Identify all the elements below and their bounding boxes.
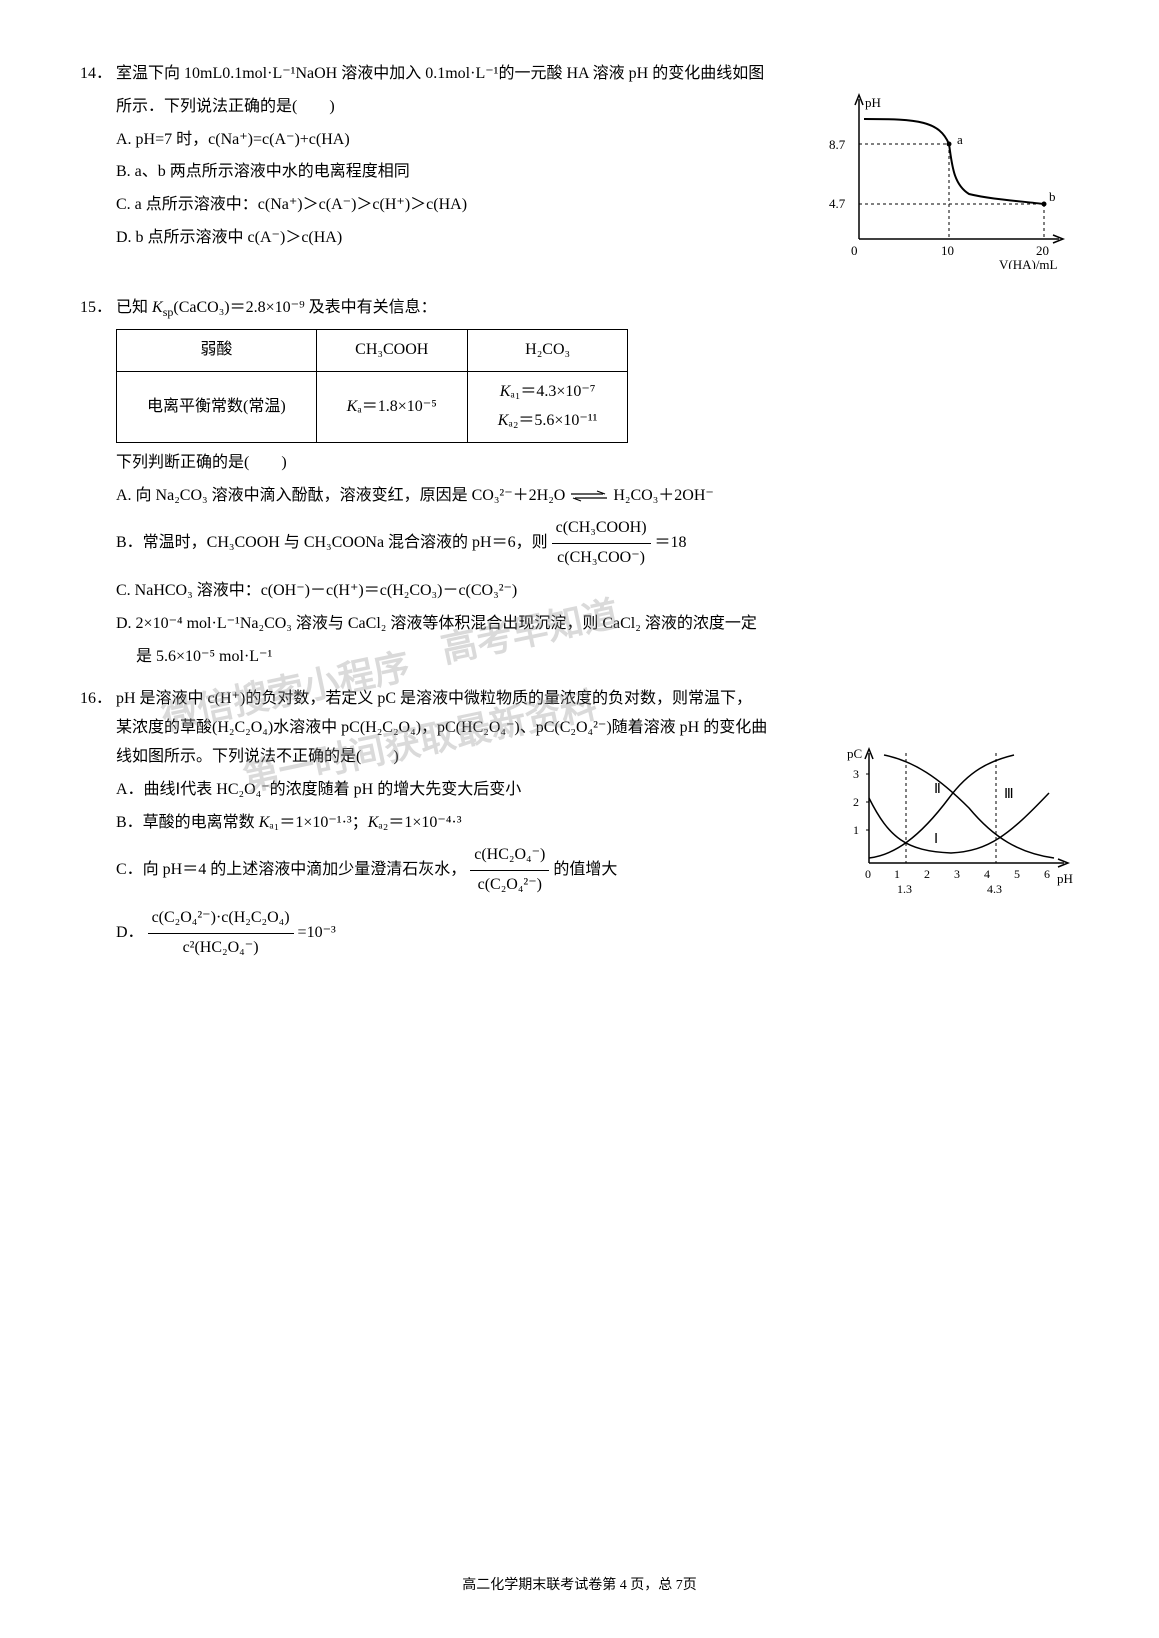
svg-text:V(HA)/mL: V(HA)/mL: [999, 257, 1058, 269]
svg-text:2: 2: [853, 795, 859, 809]
svg-text:b: b: [1049, 189, 1056, 204]
table-ka-ch3cooh: Kₐ＝1.8×10⁻⁵: [316, 372, 467, 443]
svg-text:1: 1: [853, 823, 859, 837]
q15-option-c: C. NaHCO₃ 溶液中：c(OH⁻)－c(H⁺)＝c(H₂CO₃)－c(CO…: [80, 577, 1079, 606]
q16-option-b: B．草酸的电离常数 Kₐ₁＝1×10⁻¹·³；Kₐ₂＝1×10⁻⁴·³: [80, 809, 819, 838]
q16-option-c: C．向 pH＝4 的上述溶液中滴加少量澄清石灰水， c(HC₂O₄⁻) c(C₂…: [80, 841, 819, 900]
svg-text:pH: pH: [865, 95, 881, 110]
q15-stem-line2: 下列判断正确的是( ): [80, 449, 1079, 478]
acid-constants-table: 弱酸 CH₃COOH H₂CO₃ 电离平衡常数(常温) Kₐ＝1.8×10⁻⁵ …: [116, 329, 628, 442]
q15-number: 15．: [80, 294, 116, 323]
q14-option-c: C. a 点所示溶液中：c(Na⁺)＞c(A⁻)＞c(H⁺)＞c(HA): [80, 191, 799, 220]
q16-number: 16．: [80, 685, 116, 714]
svg-text:20: 20: [1036, 243, 1049, 258]
svg-text:6: 6: [1044, 867, 1050, 881]
question-16: 16． pH 是溶液中 c(H⁺)的负对数，若定义 pC 是溶液中微粒物质的量浓…: [80, 685, 1079, 966]
q15-stem-line1: 已知 Ksp(CaCO₃)＝2.8×10⁻⁹ 及表中有关信息：: [116, 294, 437, 324]
q14-graph: a b pH 8.7 4.7 0 10 20 V(HA)/mL: [819, 89, 1079, 280]
svg-text:4: 4: [984, 867, 990, 881]
q14-stem-line1: 室温下向 10mL0.1mol·L⁻¹NaOH 溶液中加入 0.1mol·L⁻¹…: [116, 60, 764, 89]
q15-option-d-line1: D. 2×10⁻⁴ mol·L⁻¹Na₂CO₃ 溶液与 CaCl₂ 溶液等体积混…: [80, 610, 1079, 639]
table-header-ch3cooh: CH₃COOH: [316, 330, 467, 372]
q16-stem-line1: pH 是溶液中 c(H⁺)的负对数，若定义 pC 是溶液中微粒物质的量浓度的负对…: [116, 685, 752, 714]
svg-text:Ⅰ: Ⅰ: [934, 832, 938, 847]
svg-text:0: 0: [851, 243, 858, 258]
q14-option-a: A. pH=7 时，c(Na⁺)=c(A⁻)+c(HA): [80, 126, 799, 155]
page-footer: 高二化学期末联考试卷第 4 页，总 7页: [0, 1573, 1159, 1598]
q14-number: 14．: [80, 60, 116, 89]
q16-stem-line2: 某浓度的草酸(H₂C₂O₄)水溶液中 pC(H₂C₂O₄)，pC(HC₂O₄⁻)…: [80, 714, 1079, 743]
table-row-label: 电离平衡常数(常温): [117, 372, 317, 443]
svg-text:5: 5: [1014, 867, 1020, 881]
q15-option-d-line2: 是 5.6×10⁻⁵ mol·L⁻¹: [80, 643, 1079, 672]
table-header-acid: 弱酸: [117, 330, 317, 372]
svg-text:a: a: [957, 132, 963, 147]
svg-text:4.7: 4.7: [829, 196, 846, 211]
svg-text:pC: pC: [847, 746, 862, 761]
svg-text:8.7: 8.7: [829, 137, 846, 152]
q16-stem-line3: 线如图所示。下列说法不正确的是( ): [80, 743, 819, 772]
table-ka-h2co3: Kₐ₁＝4.3×10⁻⁷ Kₐ₂＝5.6×10⁻¹¹: [467, 372, 628, 443]
svg-text:1: 1: [894, 867, 900, 881]
svg-text:4.3: 4.3: [987, 882, 1002, 896]
svg-text:Ⅱ: Ⅱ: [934, 782, 941, 797]
question-15: 15． 已知 Ksp(CaCO₃)＝2.8×10⁻⁹ 及表中有关信息： 弱酸 C…: [80, 294, 1079, 672]
table-header-h2co3: H₂CO₃: [467, 330, 628, 372]
svg-text:1.3: 1.3: [897, 882, 912, 896]
svg-text:3: 3: [954, 867, 960, 881]
svg-text:Ⅲ: Ⅲ: [1004, 787, 1014, 802]
q14-stem-line2: 所示．下列说法正确的是( ): [80, 93, 799, 122]
q15-option-a: A. 向 Na₂CO₃ 溶液中滴入酚酞，溶液变红，原因是 CO₃²⁻＋2H₂O …: [80, 482, 1079, 511]
q16-option-d: D． c(C₂O₄²⁻)·c(H₂C₂O₄) c²(HC₂O₄⁻) =10⁻³: [80, 904, 819, 963]
q15-option-b: B．常温时，CH₃COOH 与 CH₃COONa 混合溶液的 pH＝6，则 c(…: [80, 514, 1079, 573]
svg-text:pH: pH: [1057, 871, 1073, 886]
equilibrium-arrow-icon: [569, 489, 609, 503]
svg-text:2: 2: [924, 867, 930, 881]
svg-text:0: 0: [865, 867, 871, 881]
question-14: 14． 室温下向 10mL0.1mol·L⁻¹NaOH 溶液中加入 0.1mol…: [80, 60, 1079, 280]
svg-text:3: 3: [853, 767, 859, 781]
q14-option-d: D. b 点所示溶液中 c(A⁻)＞c(HA): [80, 224, 799, 253]
svg-text:10: 10: [941, 243, 954, 258]
q16-option-a: A．曲线Ⅰ代表 HC₂O₄⁻的浓度随着 pH 的增大先变大后变小: [80, 776, 819, 805]
q14-option-b: B. a、b 两点所示溶液中水的电离程度相同: [80, 158, 799, 187]
q16-graph: 3 2 1 0 1 2 3 4 5 6 1.3 4.3: [839, 743, 1079, 914]
